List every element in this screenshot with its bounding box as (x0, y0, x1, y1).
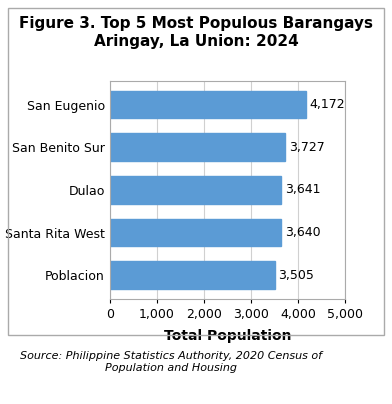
Text: 4,172: 4,172 (310, 98, 345, 111)
Bar (110, 91, 306, 118)
Text: 3,727: 3,727 (289, 141, 325, 154)
Text: 3,640: 3,640 (285, 226, 320, 239)
Bar (110, 176, 281, 204)
Text: Figure 3. Top 5 Most Populous Barangays
Aringay, La Union: 2024: Figure 3. Top 5 Most Populous Barangays … (19, 16, 373, 48)
Bar (110, 219, 281, 246)
Bar (110, 133, 285, 161)
Text: Source: Philippine Statistics Authority, 2020 Census of
Population and Housing: Source: Philippine Statistics Authority,… (20, 351, 321, 373)
Text: 3,641: 3,641 (285, 183, 320, 196)
X-axis label: Total Population: Total Population (163, 329, 291, 343)
Text: 3,505: 3,505 (278, 269, 314, 282)
Bar (110, 261, 275, 289)
